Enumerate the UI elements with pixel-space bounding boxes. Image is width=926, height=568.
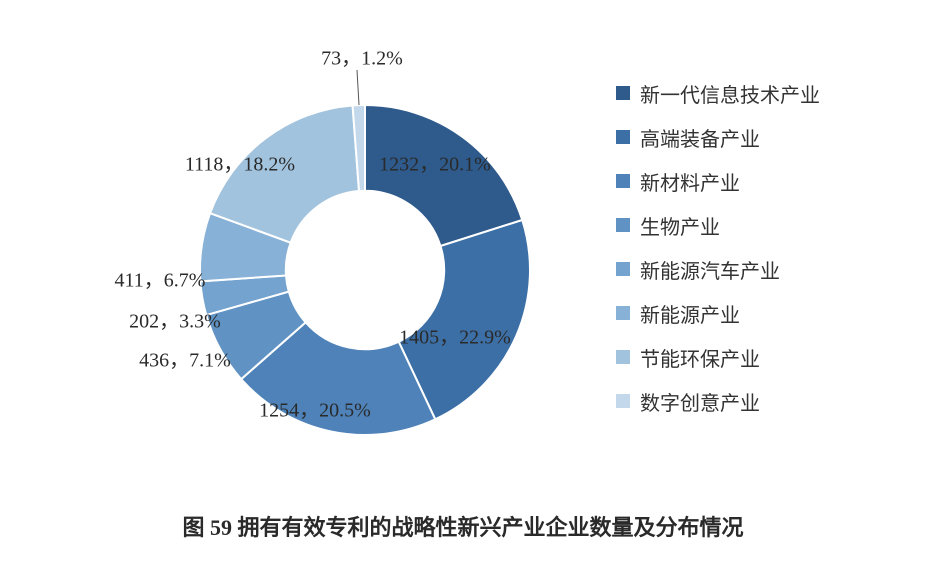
legend-swatch — [616, 262, 630, 276]
legend-label: 新一代信息技术产业 — [640, 79, 820, 108]
legend-swatch — [616, 394, 630, 408]
legend-item-2: 新材料产业 — [616, 168, 896, 194]
legend: 新一代信息技术产业高端装备产业新材料产业生物产业新能源汽车产业新能源产业节能环保… — [616, 80, 896, 432]
legend-label: 节能环保产业 — [640, 343, 760, 372]
slice-label-6: 1118，18.2% — [185, 148, 295, 177]
slice-label-0: 1232，20.1% — [379, 148, 491, 177]
slice-label-7: 73，1.2% — [321, 42, 403, 71]
slice-label-2: 1254，20.5% — [259, 394, 371, 423]
legend-label: 高端装备产业 — [640, 123, 760, 152]
legend-item-6: 节能环保产业 — [616, 344, 896, 370]
leader-line — [357, 70, 359, 105]
legend-label: 新材料产业 — [640, 167, 740, 196]
legend-item-7: 数字创意产业 — [616, 388, 896, 414]
legend-item-1: 高端装备产业 — [616, 124, 896, 150]
legend-swatch — [616, 218, 630, 232]
legend-item-5: 新能源产业 — [616, 300, 896, 326]
legend-swatch — [616, 306, 630, 320]
legend-label: 新能源产业 — [640, 299, 740, 328]
slice-label-5: 411，6.7% — [115, 264, 206, 293]
legend-item-3: 生物产业 — [616, 212, 896, 238]
legend-swatch — [616, 350, 630, 364]
figure-caption: 图 59 拥有有效专利的战略性新兴产业企业数量及分布情况 — [0, 510, 926, 542]
legend-swatch — [616, 86, 630, 100]
legend-label: 数字创意产业 — [640, 387, 760, 416]
legend-swatch — [616, 174, 630, 188]
slice-label-1: 1405，22.9% — [399, 321, 511, 350]
slice-label-4: 202，3.3% — [129, 305, 221, 334]
legend-swatch — [616, 130, 630, 144]
legend-item-4: 新能源汽车产业 — [616, 256, 896, 282]
donut-chart: 1232，20.1% 1405，22.9% 1254，20.5% 436，7.1% 20… — [40, 30, 590, 460]
slice-label-3: 436，7.1% — [139, 344, 231, 373]
legend-item-0: 新一代信息技术产业 — [616, 80, 896, 106]
legend-label: 生物产业 — [640, 211, 720, 240]
legend-label: 新能源汽车产业 — [640, 255, 780, 284]
